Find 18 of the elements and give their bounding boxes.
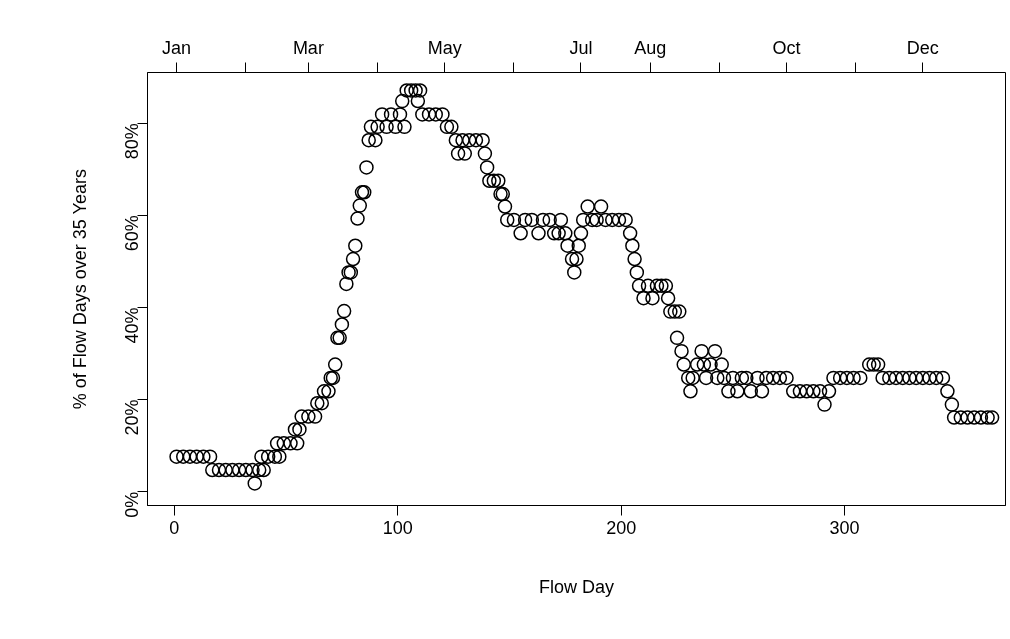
x-tick-label: 0 [169, 517, 180, 538]
y-axis-title: % of Flow Days over 35 Years [69, 169, 90, 410]
x2-tick-label: May [427, 37, 462, 58]
x-tick-label: 300 [829, 517, 860, 538]
x2-tick-label: Aug [634, 37, 667, 58]
x-tick-label: 100 [382, 517, 413, 538]
x-tick-label: 200 [606, 517, 637, 538]
x2-tick-label: Jul [569, 37, 593, 58]
y-tick-label: 0% [122, 491, 143, 518]
x2-tick-label: Dec [906, 37, 939, 58]
y-tick-label: 20% [122, 399, 143, 436]
y-tick-label: 60% [122, 215, 143, 252]
x2-tick-label: Mar [292, 37, 324, 58]
x-axis-title: Flow Day [538, 576, 615, 597]
y-tick-label: 40% [122, 307, 143, 344]
x2-tick-label: Oct [772, 37, 801, 58]
x2-tick-label: Jan [162, 37, 192, 58]
y-tick-label: 80% [122, 123, 143, 160]
